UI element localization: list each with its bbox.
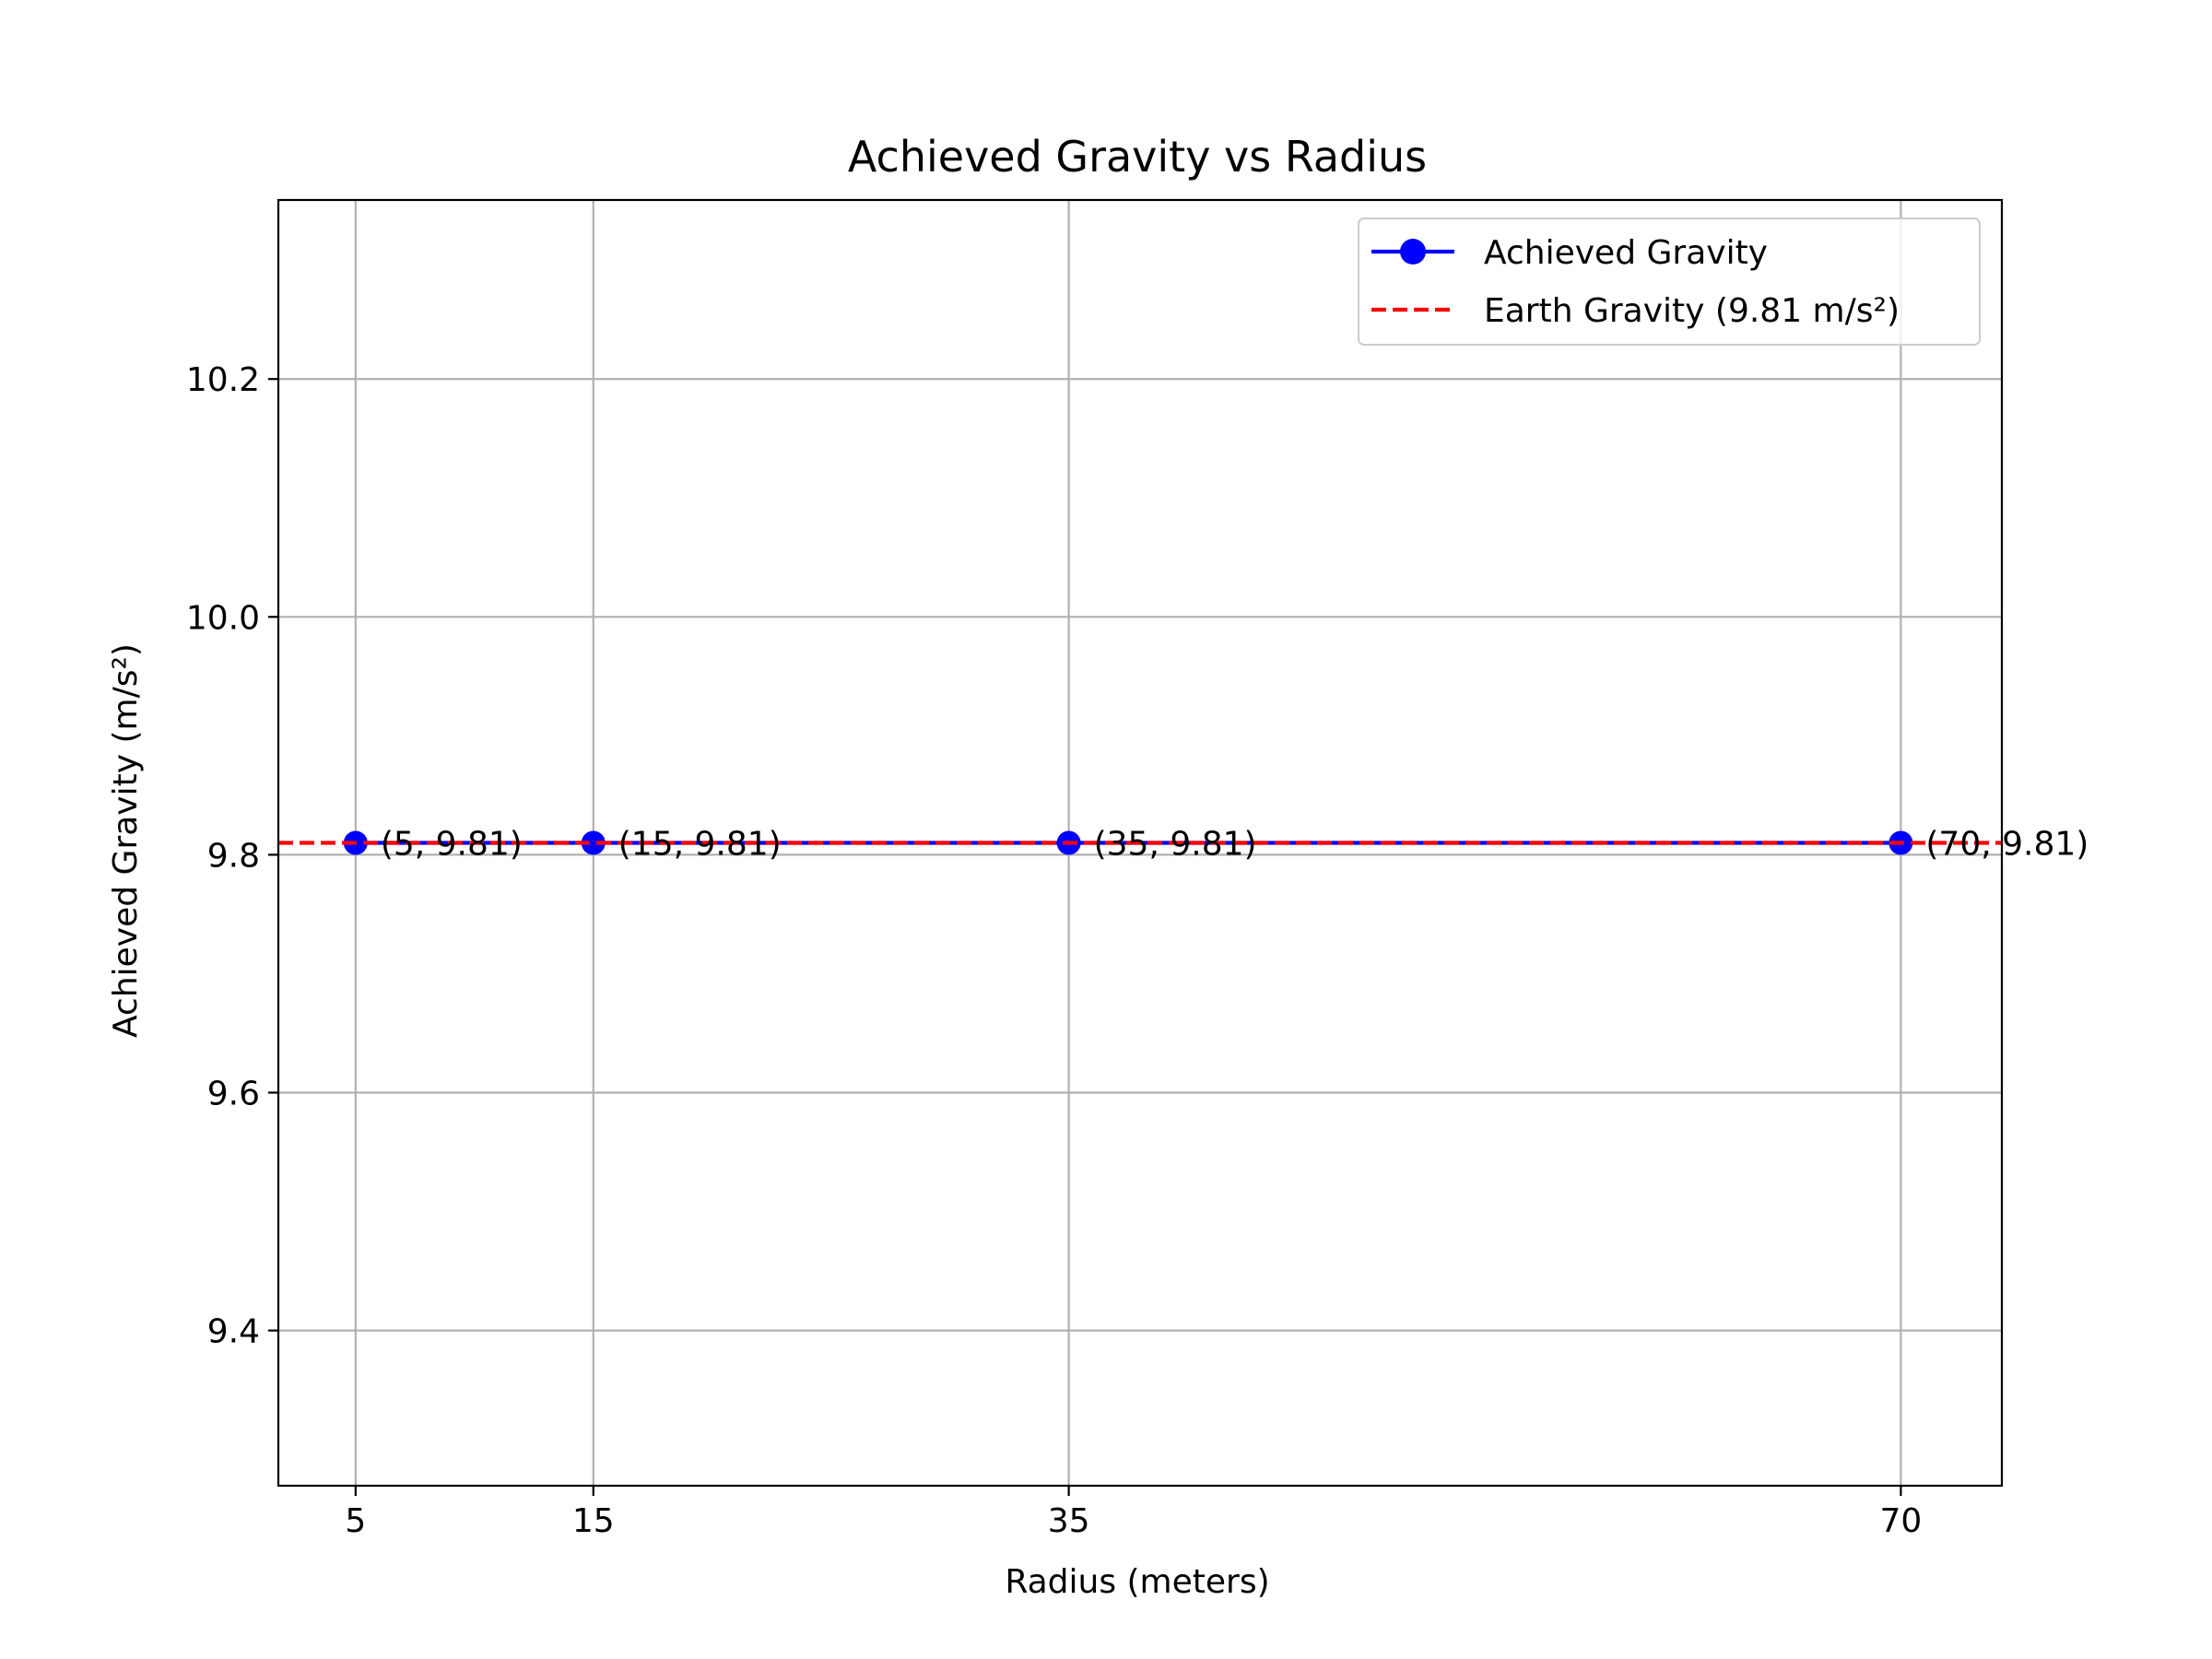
- x-tick-label: 15: [572, 1502, 615, 1540]
- data-point-label: (35, 9.81): [1094, 826, 1257, 864]
- y-axis-label: Achieved Gravity (m/s²): [107, 643, 145, 1038]
- axes-frame: [276, 198, 2004, 1488]
- plot-series: [278, 830, 2002, 855]
- legend-earth-gravity-label: Earth Gravity (9.81 m/s²): [1484, 292, 1900, 330]
- legend-box: [1358, 218, 1981, 346]
- x-tick-label: 70: [1879, 1502, 1922, 1540]
- data-point-label: (70, 9.81): [1925, 826, 2088, 864]
- data-point-label: (5, 9.81): [381, 826, 523, 864]
- point-labels: (5, 9.81) (15, 9.81) (35, 9.81) (70, 9.81): [381, 826, 2089, 864]
- y-tick-label: 9.6: [207, 1075, 260, 1112]
- x-axis-label: Radius (meters): [1005, 1563, 1269, 1601]
- data-point-label: (15, 9.81): [618, 826, 782, 864]
- legend: Achieved Gravity Earth Gravity (9.81 m/s…: [1358, 218, 1981, 346]
- y-tick-label: 10.2: [186, 361, 260, 399]
- y-tick-label: 10.0: [186, 599, 260, 637]
- x-tick-label: 5: [345, 1502, 366, 1540]
- y-tick-label: 9.8: [207, 837, 260, 875]
- chart-title: Achieved Gravity vs Radius: [848, 132, 1427, 182]
- y-tick-label: 9.4: [207, 1313, 260, 1351]
- axis-ticks: 5 15 35 70 9.4 9.6 9.8 10.0 10.2: [186, 361, 1922, 1540]
- legend-achieved-gravity-label: Achieved Gravity: [1484, 234, 1768, 272]
- data-point: [581, 830, 606, 855]
- legend-achieved-gravity-marker: [1400, 239, 1426, 265]
- x-tick-label: 35: [1048, 1502, 1090, 1540]
